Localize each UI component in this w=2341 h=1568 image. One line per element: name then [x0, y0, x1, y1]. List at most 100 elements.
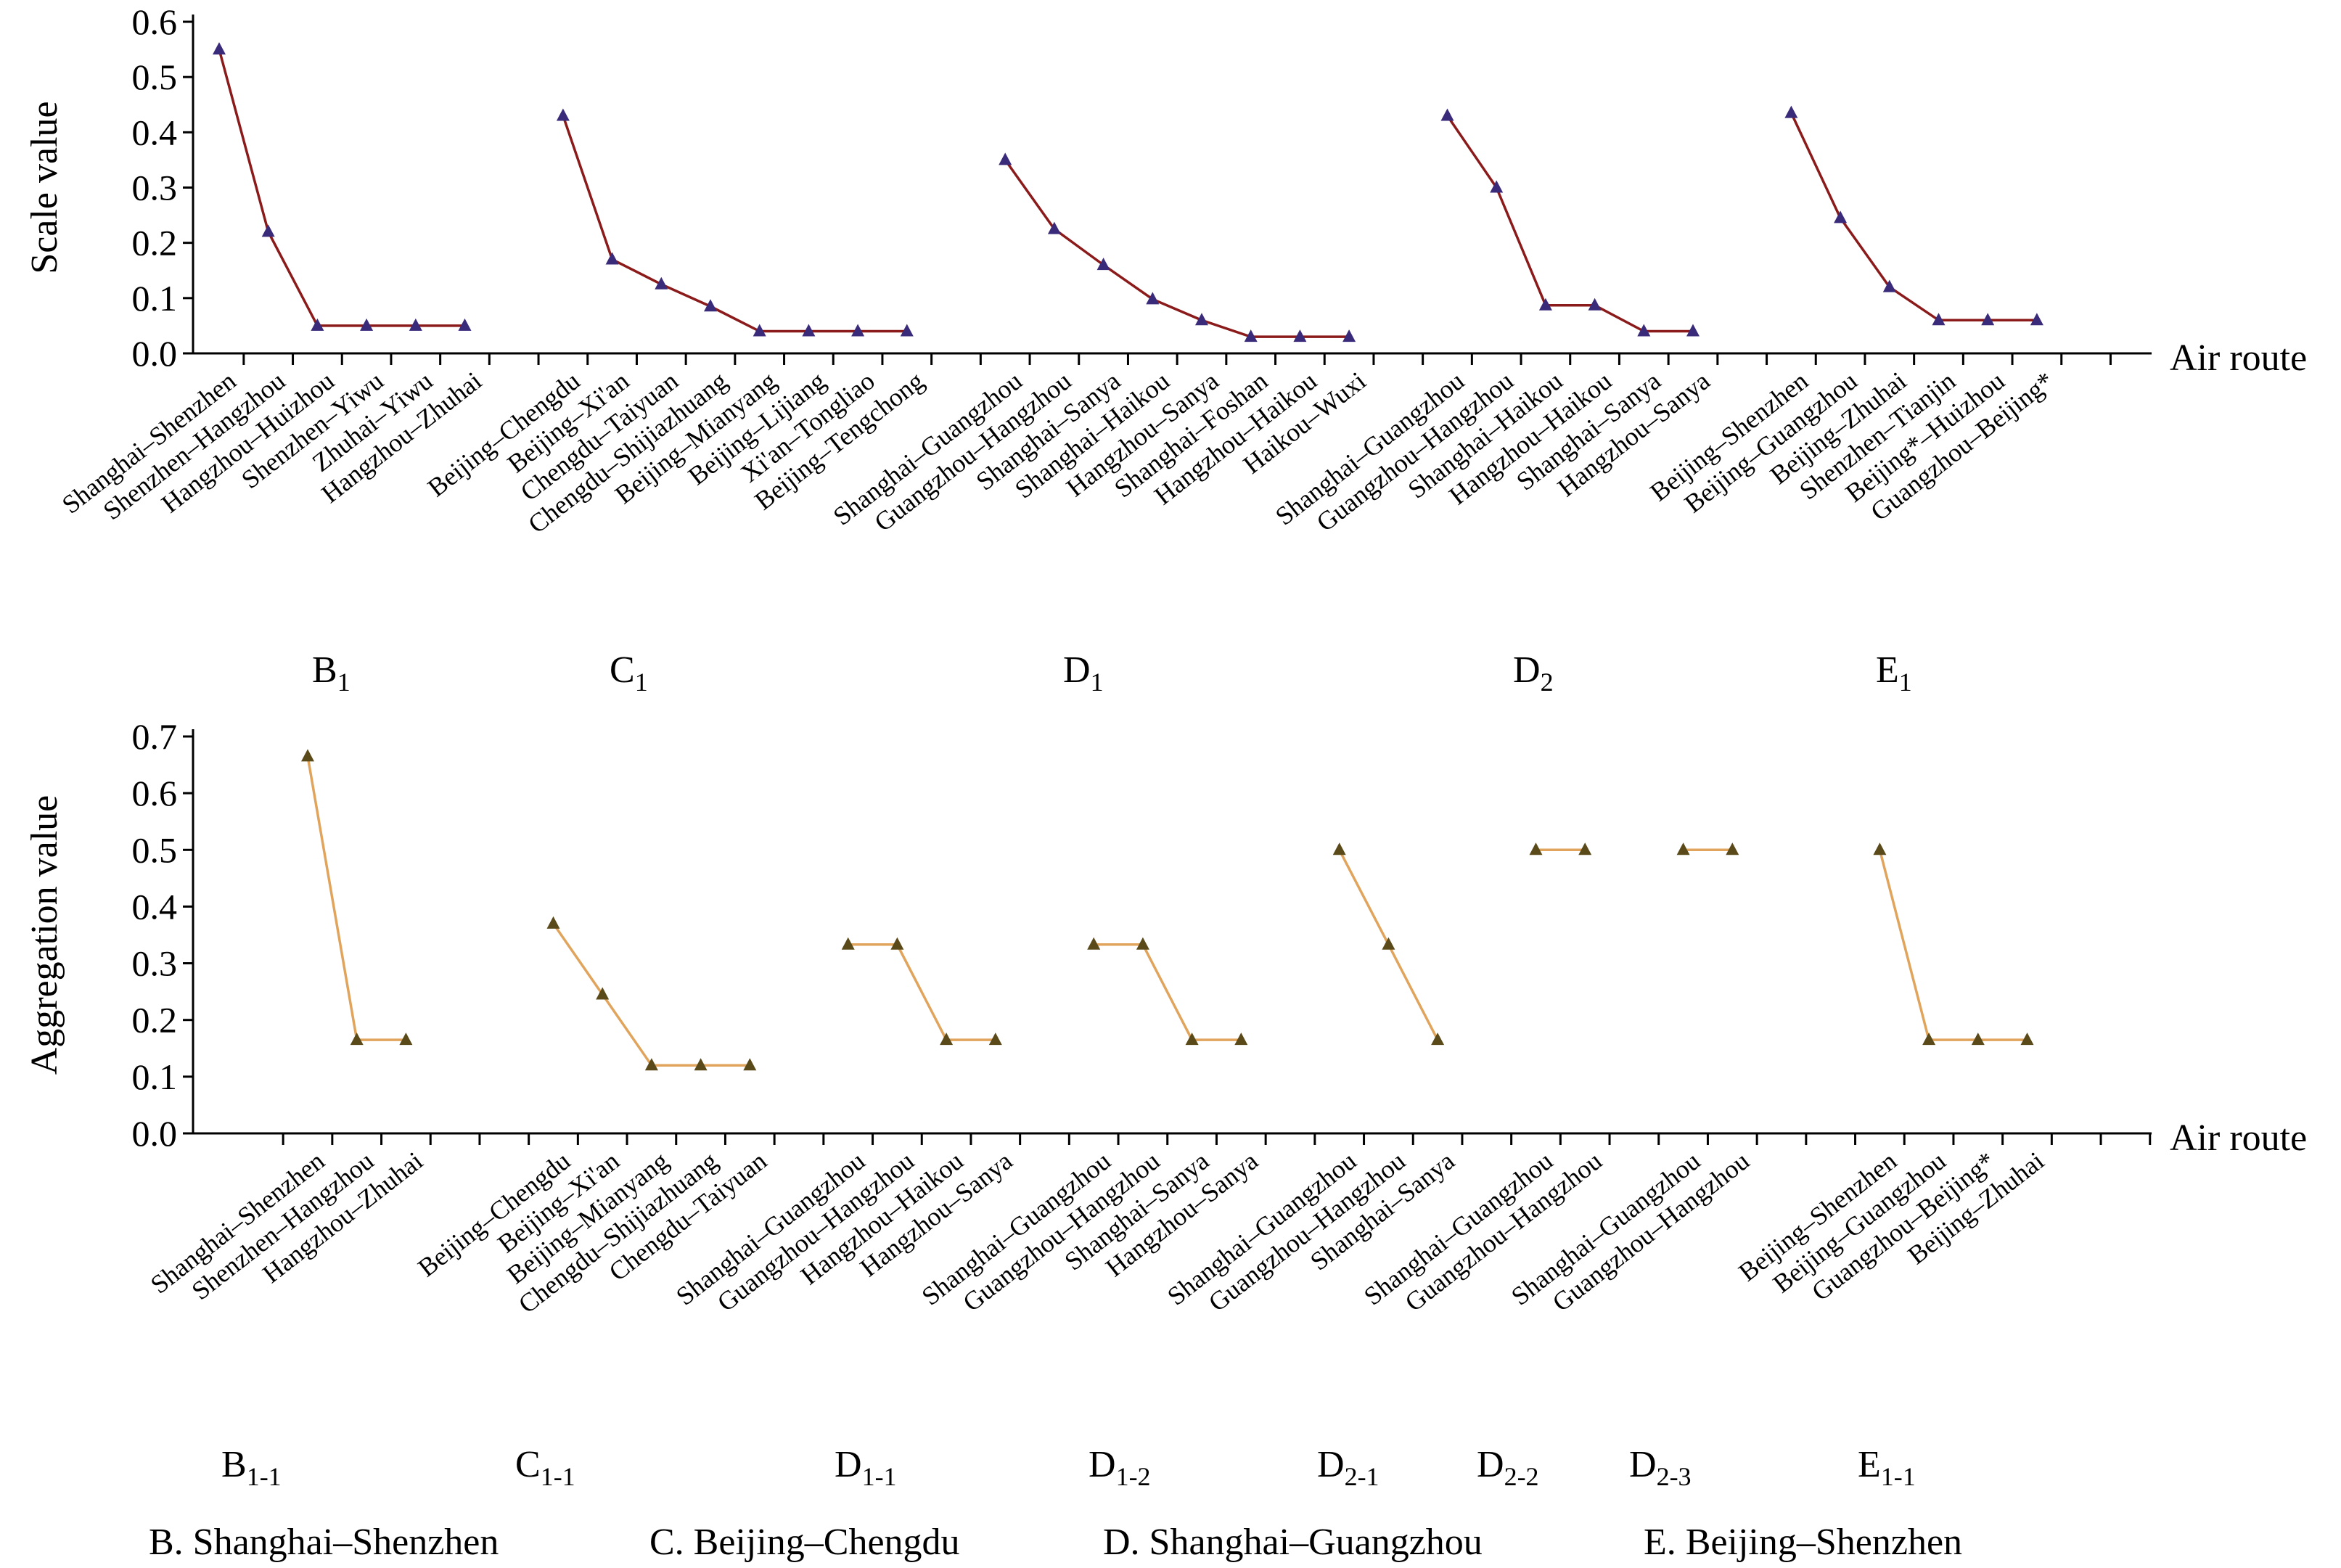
series-line [1789, 112, 2037, 322]
series-d1-1 [841, 937, 1002, 1046]
group-label-b1: B1 [312, 649, 350, 697]
data-point [1981, 313, 1995, 326]
group-label-e1: E1 [1876, 649, 1912, 697]
data-point [1588, 297, 1602, 311]
group-label-d2-2: D2-2 [1477, 1444, 1539, 1491]
data-point [1784, 105, 1798, 118]
data-point [1185, 1033, 1199, 1046]
data-point [1932, 313, 1946, 326]
data-point [213, 42, 226, 55]
series-line [1878, 849, 2028, 1041]
data-point [1834, 210, 1848, 223]
series-c1 [556, 108, 914, 337]
data-point [802, 324, 816, 337]
legend-item-e: E. Beijing–Shenzhen [1644, 1522, 1962, 1563]
data-point [556, 108, 570, 121]
data-point [1529, 842, 1543, 855]
group-label-d1-2: D1-2 [1088, 1444, 1151, 1491]
y-tick-label: 0.1 [132, 278, 178, 319]
y-tick-label: 0.3 [132, 943, 178, 984]
data-point [311, 318, 324, 331]
y-tick-label: 0.5 [132, 57, 178, 97]
series-d1-2 [1087, 937, 1248, 1046]
data-point [1676, 842, 1690, 855]
series-d2-2 [1529, 842, 1592, 855]
y-axis-title: Scale value [24, 101, 65, 274]
series-b1-1 [301, 749, 413, 1046]
data-point [1382, 937, 1395, 950]
data-point [694, 1058, 708, 1071]
y-tick-label: 0.4 [132, 886, 178, 927]
data-point [1578, 842, 1592, 855]
series-d2-1 [1332, 842, 1445, 1046]
data-point [1234, 1033, 1248, 1046]
data-point [301, 749, 314, 762]
data-point [458, 318, 472, 331]
data-point [1726, 842, 1739, 855]
series-b1 [213, 42, 472, 331]
y-tick-label: 0.0 [132, 1113, 178, 1154]
data-point [940, 1033, 954, 1046]
data-point [841, 937, 855, 950]
data-point [261, 224, 275, 237]
data-point [704, 299, 717, 312]
data-point [2020, 1033, 2034, 1046]
series-line [1446, 115, 1693, 333]
legend: B. Shanghai–Shenzhen C. Beijing–Chengdu … [149, 1522, 1962, 1563]
y-axis-title: Aggregation value [24, 795, 65, 1075]
data-point [1431, 1033, 1445, 1046]
data-point [360, 318, 374, 331]
data-point [1096, 258, 1110, 271]
series-line [1094, 943, 1242, 1041]
data-point [596, 987, 610, 1000]
data-point [546, 916, 560, 929]
y-tick-label: 0.3 [132, 168, 178, 208]
data-point [1332, 842, 1346, 855]
y-tick-label: 0.6 [132, 773, 178, 813]
series-e1 [1784, 105, 2043, 326]
y-tick-label: 0.2 [132, 1000, 178, 1040]
data-point [655, 276, 668, 290]
data-point [999, 152, 1012, 165]
group-label-d2-1: D2-1 [1317, 1444, 1379, 1491]
data-point [1244, 329, 1258, 342]
data-point [605, 252, 619, 265]
data-point [1882, 279, 1896, 292]
group-label-d2: D2 [1513, 649, 1554, 697]
data-point [988, 1033, 1002, 1046]
series-c1-1 [546, 916, 757, 1071]
data-point [753, 324, 766, 337]
data-point [2030, 313, 2043, 326]
data-point [1538, 297, 1552, 311]
legend-item-d: D. Shanghai–Guangzhou [1103, 1522, 1483, 1563]
y-tick-label: 0.1 [132, 1056, 178, 1097]
y-tick-label: 0.0 [132, 333, 178, 374]
series-line [306, 756, 406, 1041]
data-point [1873, 842, 1887, 855]
series-line [562, 115, 907, 333]
data-point [644, 1058, 658, 1071]
data-point [350, 1033, 364, 1046]
data-point [399, 1033, 413, 1046]
data-point [1146, 292, 1160, 305]
data-point [1136, 937, 1149, 950]
data-point [1686, 324, 1700, 337]
y-tick-label: 0.2 [132, 223, 178, 263]
series-line [552, 922, 750, 1067]
data-point [409, 318, 422, 331]
group-label-c1: C1 [610, 649, 648, 697]
group-label-c1-1: C1-1 [515, 1444, 575, 1491]
aggregation-value-chart: 0.0 0.1 0.2 0.3 0.4 0.5 0.6 0.7 Aggregation valu… [24, 716, 2307, 1491]
data-point [1293, 329, 1307, 342]
data-point [900, 324, 914, 337]
group-label-b1-1: B1-1 [221, 1444, 282, 1491]
group-label-d1: D1 [1063, 649, 1104, 697]
data-point [1971, 1033, 1985, 1046]
data-point [1047, 221, 1061, 234]
y-tick-label: 0.6 [132, 1, 178, 42]
data-point [890, 937, 904, 950]
series-line [848, 943, 996, 1041]
x-axis-title: Air route [2170, 1117, 2307, 1159]
group-label-d2-3: D2-3 [1629, 1444, 1692, 1491]
